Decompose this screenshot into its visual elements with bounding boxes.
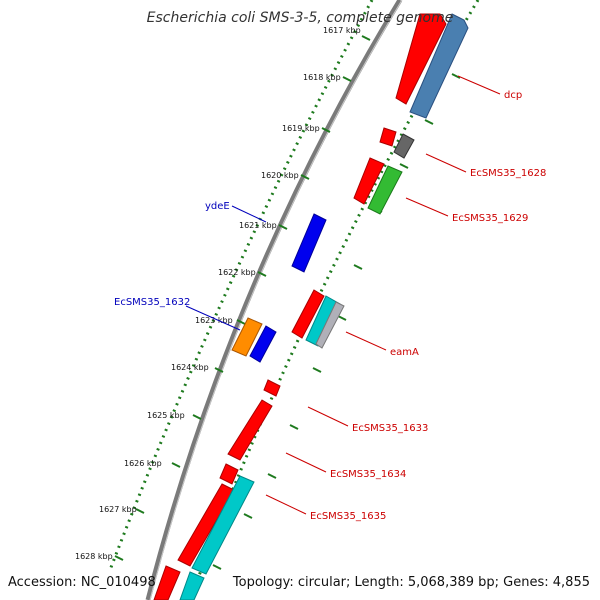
gene-blue-reverse[interactable] — [249, 325, 277, 363]
reverse-genes — [231, 213, 327, 363]
tick-label: 1619 kbp — [282, 124, 320, 133]
callout-lines — [185, 75, 501, 515]
genome-title: Escherichia coli SMS-3-5, complete genom… — [146, 10, 454, 26]
gene-red-small-1[interactable] — [379, 127, 397, 147]
backbone-highlight — [149, 0, 403, 600]
gene-ecsms35-1635[interactable] — [191, 475, 255, 575]
gene-label-ecsms35-1632[interactable]: EcSMS35_1632 — [114, 297, 190, 308]
gene-label-ydee[interactable]: ydeE — [205, 201, 230, 212]
tick-label: 1625 kbp — [147, 411, 185, 420]
gene-dcp[interactable] — [409, 13, 469, 119]
gene-ecsms35-1632[interactable] — [231, 317, 263, 357]
gene-red-1629-upstream[interactable] — [353, 157, 385, 205]
gene-red-bottom[interactable] — [153, 565, 181, 600]
gene-red-dcp-upstream[interactable] — [395, 13, 447, 105]
gene-label-ecsms35-1635[interactable]: EcSMS35_1635 — [310, 511, 386, 522]
gene-ecsms35-1633[interactable] — [227, 399, 273, 461]
gene-eama-gray[interactable] — [315, 301, 345, 349]
tick-label: 1620 kbp — [261, 171, 299, 180]
gene-ecsms35-1628[interactable] — [393, 133, 415, 159]
gene-label-eama[interactable]: eamA — [390, 347, 419, 358]
gene-cyan-bottom[interactable] — [179, 571, 205, 600]
tick-label: 1624 kbp — [171, 363, 209, 372]
tick-label: 1626 kbp — [124, 459, 162, 468]
gene-red-long[interactable] — [177, 483, 235, 567]
genome-backbone — [145, 0, 403, 600]
tick-label: 1621 kbp — [239, 221, 277, 230]
gene-eama[interactable] — [305, 295, 341, 347]
tick-label: 1622 kbp — [218, 268, 256, 277]
gene-label-ecsms35-1633[interactable]: EcSMS35_1633 — [352, 423, 428, 434]
tick-label: 1617 kbp — [323, 26, 361, 35]
gene-ydee[interactable] — [291, 213, 327, 273]
gene-ecsms35-1634[interactable] — [219, 463, 239, 485]
topology-text: Topology: circular; Length: 5,068,389 bp… — [232, 575, 590, 590]
gene-ecsms35-1629[interactable] — [367, 165, 403, 215]
tick-label: 1627 kbp — [99, 505, 137, 514]
gene-red-small-2[interactable] — [263, 379, 281, 397]
gene-label-ecsms35-1629[interactable]: EcSMS35_1629 — [452, 213, 528, 224]
gene-label-ecsms35-1628[interactable]: EcSMS35_1628 — [470, 168, 546, 179]
accession-text: Accession: NC_010498 — [8, 575, 156, 590]
gene-label-ecsms35-1634[interactable]: EcSMS35_1634 — [330, 469, 406, 480]
tick-label: 1618 kbp — [303, 73, 341, 82]
forward-genes — [153, 13, 469, 600]
tick-label: 1628 kbp — [75, 552, 113, 561]
gene-label-dcp[interactable]: dcp — [504, 90, 522, 101]
outer-ticks — [114, 35, 371, 561]
gene-red-eama-upstream[interactable] — [291, 289, 325, 339]
tick-label: 1623 kbp — [195, 316, 233, 325]
